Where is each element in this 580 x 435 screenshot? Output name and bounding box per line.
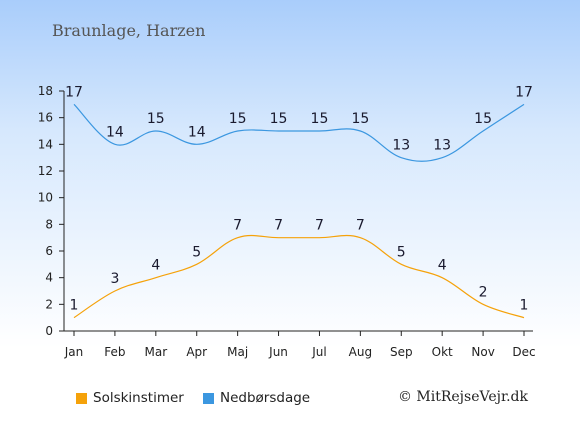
x-tick-label: Sep xyxy=(390,345,413,359)
data-label-rain: 14 xyxy=(188,124,206,140)
x-tick-label: Jun xyxy=(268,345,288,359)
x-tick-label: Maj xyxy=(227,345,248,359)
data-label-sun: 1 xyxy=(70,298,79,314)
copyright-text: © MitRejseVejr.dk xyxy=(397,389,528,405)
data-label-rain: 15 xyxy=(270,111,288,127)
data-label-sun: 7 xyxy=(315,218,324,234)
data-label-rain: 14 xyxy=(106,124,124,140)
y-tick-label: 18 xyxy=(38,84,53,98)
x-tick-label: Feb xyxy=(104,345,125,359)
series-line-rain xyxy=(73,103,525,162)
x-tick-label: Jul xyxy=(311,345,326,359)
data-label-rain: 17 xyxy=(515,84,533,100)
y-tick-label: 8 xyxy=(45,217,53,231)
data-label-sun: 2 xyxy=(479,284,488,300)
data-label-sun: 3 xyxy=(110,271,119,287)
y-tick-label: 6 xyxy=(45,244,53,258)
data-label-rain: 15 xyxy=(229,111,247,127)
axes xyxy=(63,91,533,332)
data-label-sun: 7 xyxy=(356,218,365,234)
data-label-rain: 15 xyxy=(351,111,369,127)
data-label-sun: 5 xyxy=(192,244,201,260)
legend-label-rain: Nedbørsdage xyxy=(220,390,311,406)
data-label-sun: 7 xyxy=(274,218,283,234)
y-tick-label: 14 xyxy=(38,137,53,151)
data-label-sun: 7 xyxy=(233,218,242,234)
y-tick-label: 0 xyxy=(45,324,53,338)
y-tick-label: 10 xyxy=(38,191,53,205)
data-label-rain: 13 xyxy=(392,138,410,154)
series-line-sun xyxy=(73,234,525,319)
legend-swatch-rain xyxy=(203,392,214,404)
x-tick-label: Mar xyxy=(144,345,167,359)
y-tick-label: 4 xyxy=(45,271,53,285)
data-label-sun: 4 xyxy=(438,258,447,274)
data-label-rain: 15 xyxy=(474,111,492,127)
series-layer xyxy=(73,103,525,319)
chart-title: Braunlage, Harzen xyxy=(52,21,206,40)
x-tick-label: Apr xyxy=(186,345,207,359)
x-tick-label: Jan xyxy=(64,345,84,359)
data-label-sun: 1 xyxy=(520,298,529,314)
data-label-rain: 17 xyxy=(65,84,83,100)
legend-swatch-sun xyxy=(76,392,87,404)
x-tick-label: Nov xyxy=(471,345,494,359)
data-label-sun: 5 xyxy=(397,244,406,260)
data-label-rain: 13 xyxy=(433,138,451,154)
x-tick-label: Aug xyxy=(349,345,372,359)
y-tick-label: 2 xyxy=(45,297,53,311)
data-label-rain: 15 xyxy=(147,111,165,127)
x-tick-label: Okt xyxy=(432,345,453,359)
legend-item-sun: Solskinstimer xyxy=(76,390,184,406)
data-label-rain: 15 xyxy=(311,111,329,127)
legend-label-sun: Solskinstimer xyxy=(93,390,184,406)
y-tick-label: 12 xyxy=(38,164,53,178)
data-label-sun: 4 xyxy=(151,258,160,274)
y-tick-label: 16 xyxy=(38,111,53,125)
x-tick-label: Dec xyxy=(512,345,535,359)
legend-item-rain: Nedbørsdage xyxy=(203,390,310,406)
